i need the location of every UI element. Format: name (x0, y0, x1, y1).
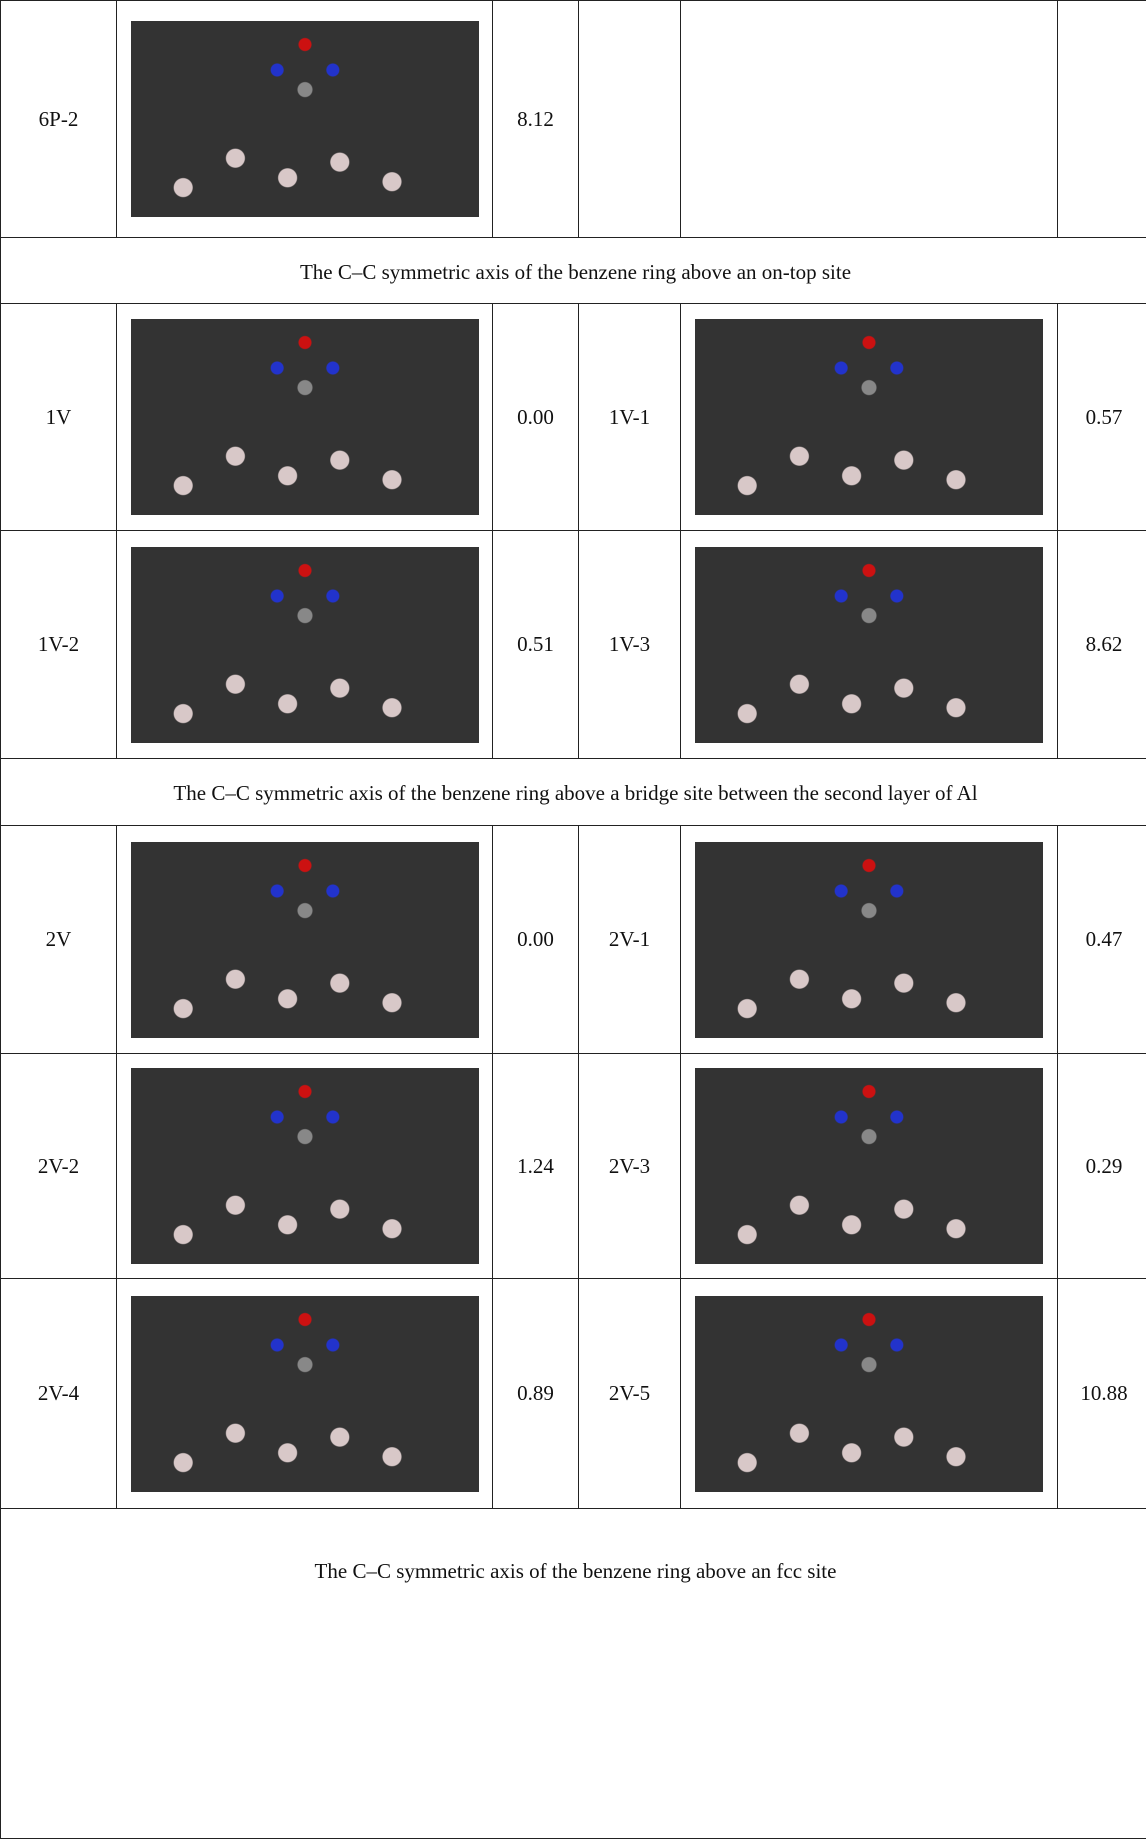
structure-image (695, 547, 1043, 743)
relative-energy: 1.24 (493, 1054, 579, 1279)
table-row: The C–C symmetric axis of the benzene ri… (1, 238, 1146, 304)
structure-image-cell (681, 531, 1058, 759)
relative-energy: 0.00 (493, 826, 579, 1054)
structure-label: 1V-1 (579, 304, 681, 531)
structure-label: 1V (1, 304, 117, 531)
table-row: 6P-2 8.12 (1, 1, 1146, 238)
structure-image (695, 1296, 1043, 1492)
empty-cell (681, 1, 1058, 238)
structure-image-cell (681, 304, 1058, 531)
structure-label: 2V-4 (1, 1279, 117, 1509)
results-table: 6P-28.12The C–C symmetric axis of the be… (0, 0, 1146, 1839)
relative-energy: 0.57 (1058, 304, 1146, 531)
structure-label: 1V-2 (1, 531, 117, 759)
structure-image-cell (117, 826, 493, 1054)
structure-image (131, 842, 479, 1038)
relative-energy: 8.12 (493, 1, 579, 238)
structure-image-cell (681, 1054, 1058, 1279)
structure-label: 2V-3 (579, 1054, 681, 1279)
relative-energy: 0.51 (493, 531, 579, 759)
relative-energy: 0.47 (1058, 826, 1146, 1054)
relative-energy: 10.88 (1058, 1279, 1146, 1509)
structure-image (131, 547, 479, 743)
structure-image-cell (117, 531, 493, 759)
structure-image (131, 1296, 479, 1492)
structure-image-cell (117, 304, 493, 531)
structure-label: 2V-5 (579, 1279, 681, 1509)
structure-image (131, 319, 479, 515)
structure-image (695, 1068, 1043, 1264)
section-heading: The C–C symmetric axis of the benzene ri… (1, 759, 1146, 826)
structure-image (695, 842, 1043, 1038)
structure-image-cell (681, 1279, 1058, 1509)
structure-image (131, 1068, 479, 1264)
section-heading: The C–C symmetric axis of the benzene ri… (1, 1509, 1146, 1839)
structure-label: 2V-2 (1, 1054, 117, 1279)
table-row: The C–C symmetric axis of the benzene ri… (1, 1509, 1146, 1839)
structure-image-cell (117, 1279, 493, 1509)
page: 6P-28.12The C–C symmetric axis of the be… (0, 0, 1146, 1832)
structure-label: 2V-1 (579, 826, 681, 1054)
relative-energy: 0.00 (493, 304, 579, 531)
relative-energy: 8.62 (1058, 531, 1146, 759)
relative-energy: 0.89 (493, 1279, 579, 1509)
structure-image-cell (117, 1054, 493, 1279)
structure-label: 6P-2 (1, 1, 117, 238)
structure-label: 1V-3 (579, 531, 681, 759)
empty-cell (579, 1, 681, 238)
empty-cell (1058, 1, 1146, 238)
section-heading: The C–C symmetric axis of the benzene ri… (1, 238, 1146, 304)
structure-image (131, 21, 479, 217)
structure-image-cell (681, 826, 1058, 1054)
structure-label: 2V (1, 826, 117, 1054)
table-row: The C–C symmetric axis of the benzene ri… (1, 759, 1146, 826)
structure-image-cell (117, 1, 493, 238)
relative-energy: 0.29 (1058, 1054, 1146, 1279)
structure-image (695, 319, 1043, 515)
